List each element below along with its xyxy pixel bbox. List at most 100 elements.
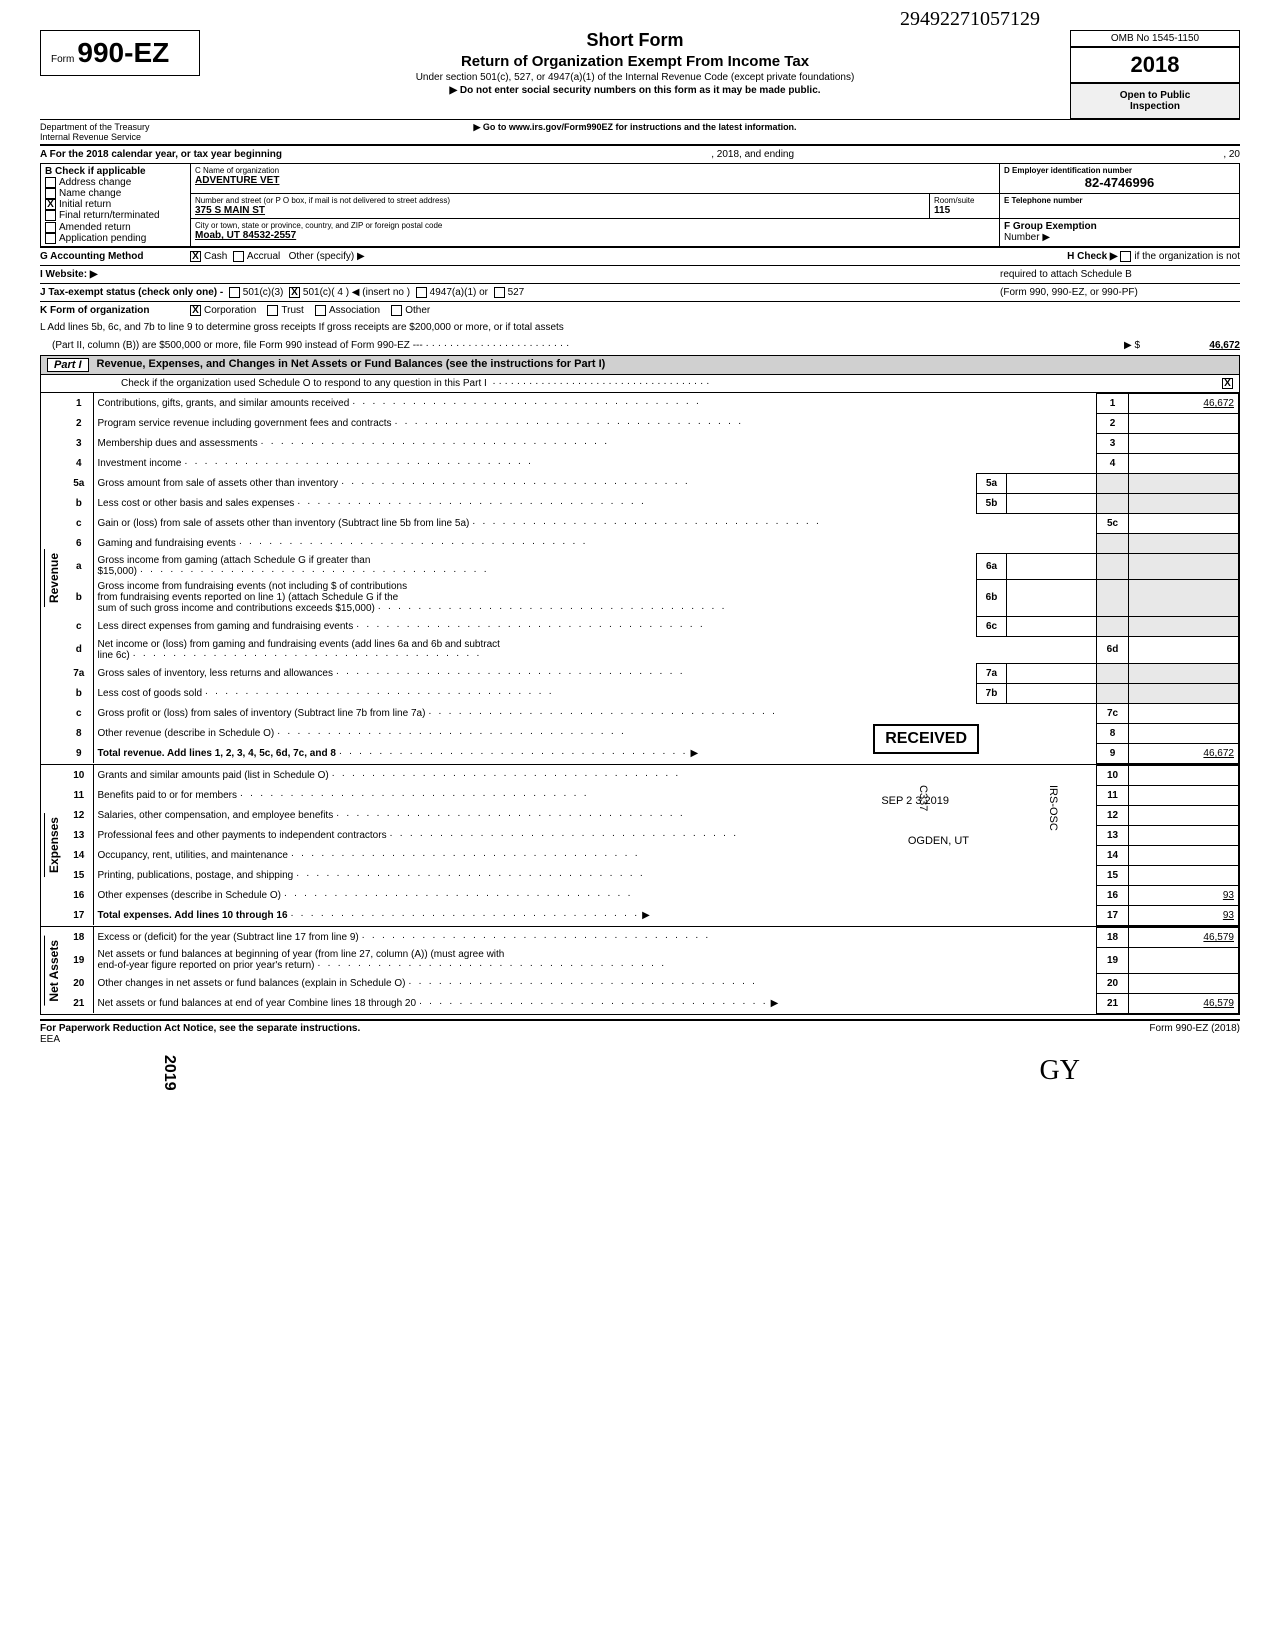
chk-other-org[interactable] (391, 305, 402, 316)
box-value (1129, 805, 1239, 825)
addr-label: Number and street (or P O box, if mail i… (195, 196, 925, 205)
line-number: 7a (65, 663, 93, 683)
stamp-irs-osc: IRS-OSC (1047, 785, 1059, 831)
chk-initial-return[interactable] (45, 199, 56, 210)
line-desc: Gross profit or (loss) from sales of inv… (93, 703, 1097, 723)
line-number: c (65, 616, 93, 636)
box-value (1129, 433, 1239, 453)
line-desc: Investment income · · · · · · · · · · · … (93, 453, 1097, 473)
form-footer-right: Form 990-EZ (2018) (1149, 1023, 1240, 1045)
chk-527[interactable] (494, 287, 505, 298)
block-b-title: B Check if applicable (45, 166, 186, 177)
box-label: 14 (1097, 845, 1129, 865)
chk-app-pending[interactable] (45, 233, 56, 244)
box-value (1129, 513, 1239, 533)
ein-value: 82-4746996 (1004, 175, 1235, 190)
tax-year: 2018 (1070, 47, 1240, 83)
box-label: 21 (1097, 993, 1129, 1013)
chk-assoc[interactable] (315, 305, 326, 316)
revenue-side-label: Revenue (44, 549, 63, 607)
chk-trust[interactable] (267, 305, 278, 316)
box-label: 2 (1097, 413, 1129, 433)
part-1-header: Part I Revenue, Expenses, and Changes in… (40, 355, 1240, 375)
net-assets-side-label: Net Assets (44, 936, 63, 1006)
street-address: 375 S MAIN ST (195, 205, 925, 216)
chk-final-return[interactable] (45, 210, 56, 221)
arrow-note-1: ▶ Do not enter social security numbers o… (210, 85, 1060, 96)
chk-amended[interactable] (45, 222, 56, 233)
line-number: b (65, 683, 93, 703)
chk-501c[interactable] (289, 287, 300, 298)
box-value (1129, 765, 1239, 785)
chk-accrual[interactable] (233, 251, 244, 262)
room-value: 115 (934, 205, 995, 216)
box-value: 46,579 (1129, 927, 1239, 947)
box-value (1129, 825, 1239, 845)
chk-schedule-o[interactable] (1222, 378, 1233, 389)
line-desc: Contributions, gifts, grants, and simila… (93, 393, 1097, 413)
eea: EEA (40, 1034, 60, 1045)
return-subtitle: Return of Organization Exempt From Incom… (210, 53, 1060, 70)
line-number: c (65, 703, 93, 723)
chk-name-change[interactable] (45, 188, 56, 199)
initials: GY (1040, 1055, 1080, 1087)
box-value: 46,672 (1129, 393, 1239, 413)
inner-box-label: 5a (977, 473, 1007, 493)
box-label: 1 (1097, 393, 1129, 413)
inner-box-value (1007, 473, 1097, 493)
line-number: 14 (65, 845, 93, 865)
box-label: 13 (1097, 825, 1129, 845)
inner-box-label: 6b (977, 579, 1007, 616)
box-label: 19 (1097, 947, 1129, 973)
form-990ez: 990-EZ (77, 37, 169, 68)
chk-corp[interactable] (190, 305, 201, 316)
box-value (1129, 947, 1239, 973)
box-label: 20 (1097, 973, 1129, 993)
chk-address-change[interactable] (45, 177, 56, 188)
chk-4947[interactable] (416, 287, 427, 298)
org-name: ADVENTURE VET (195, 175, 995, 186)
line-number: 20 (65, 973, 93, 993)
chk-501c3[interactable] (229, 287, 240, 298)
revenue-lines: 1Contributions, gifts, grants, and simil… (65, 393, 1239, 764)
line-number: 5a (65, 473, 93, 493)
line-number: 11 (65, 785, 93, 805)
room-label: Room/suite (934, 196, 995, 205)
chk-cash[interactable] (190, 251, 201, 262)
box-value: 46,672 (1129, 743, 1239, 763)
line-desc: Gross income from fundraising events (no… (93, 579, 977, 616)
box-value (1129, 703, 1239, 723)
line-g: G Accounting Method Cash Accrual Other (… (40, 247, 1240, 265)
line-desc: Gain or (loss) from sale of assets other… (93, 513, 1097, 533)
box-label: 3 (1097, 433, 1129, 453)
box-label: 18 (1097, 927, 1129, 947)
line-k: K Form of organization Corporation Trust… (40, 301, 1240, 319)
city-label: City or town, state or province, country… (195, 221, 995, 230)
box-value (1129, 453, 1239, 473)
line-number: b (65, 493, 93, 513)
line-desc: Salaries, other compensation, and employ… (93, 805, 1097, 825)
line-l-2: (Part II, column (B)) are $500,000 or mo… (40, 337, 1240, 355)
line-j: J Tax-exempt status (check only one) - 5… (40, 283, 1240, 301)
line-desc: Membership dues and assessments · · · · … (93, 433, 1097, 453)
open-to-public: Open to Public Inspection (1070, 83, 1240, 119)
line-desc: Occupancy, rent, utilities, and maintena… (93, 845, 1097, 865)
line-number: 21 (65, 993, 93, 1013)
line-number: 15 (65, 865, 93, 885)
line-number: 18 (65, 927, 93, 947)
line-desc: Gross sales of inventory, less returns a… (93, 663, 977, 683)
block-d-label: D Employer identification number (1004, 166, 1235, 175)
form-header: Form 990-EZ Short Form Return of Organiz… (40, 30, 1240, 119)
dept-treasury: Department of the TreasuryInternal Reven… (40, 122, 200, 142)
line-desc: Program service revenue including govern… (93, 413, 1097, 433)
line-desc: Gross income from gaming (attach Schedul… (93, 553, 977, 579)
form-number-box: Form 990-EZ (40, 30, 200, 76)
box-value (1129, 865, 1239, 885)
block-f-label: F Group Exemption (1004, 221, 1097, 232)
line-number: c (65, 513, 93, 533)
box-label: 16 (1097, 885, 1129, 905)
stamp-year-2019: 2019 (160, 1055, 178, 1091)
chk-sched-b[interactable] (1120, 251, 1131, 262)
line-desc: Grants and similar amounts paid (list in… (93, 765, 1097, 785)
inner-box-value (1007, 493, 1097, 513)
